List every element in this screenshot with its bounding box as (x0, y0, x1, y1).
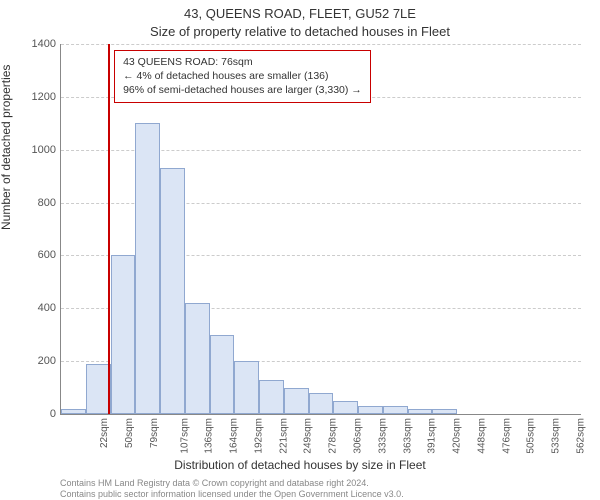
x-tick-label: 192sqm (254, 418, 265, 454)
histogram-bar (309, 393, 334, 414)
histogram-bar (432, 409, 457, 414)
x-tick-label: 533sqm (551, 418, 562, 454)
histogram-bar (234, 361, 259, 414)
property-marker-line (108, 44, 110, 414)
annotation-line3: 96% of semi-detached houses are larger (… (123, 83, 362, 97)
y-tick-label: 1000 (6, 144, 56, 156)
credits: Contains HM Land Registry data © Crown c… (60, 478, 404, 500)
chart-title-sub: Size of property relative to detached ho… (0, 24, 600, 39)
x-tick-label: 306sqm (353, 418, 364, 454)
plot-area: 43 QUEENS ROAD: 76sqm ← 4% of detached h… (60, 44, 581, 415)
y-tick-label: 1400 (6, 38, 56, 50)
x-tick-label: 420sqm (452, 418, 463, 454)
y-tick-label: 1200 (6, 91, 56, 103)
histogram-bar (358, 406, 383, 414)
x-tick-label: 79sqm (149, 418, 160, 448)
histogram-bar (284, 388, 309, 414)
x-tick-label: 363sqm (402, 418, 413, 454)
x-tick-label: 50sqm (124, 418, 135, 448)
x-tick-label: 505sqm (526, 418, 537, 454)
histogram-bar (185, 303, 210, 414)
credits-line2: Contains public sector information licen… (60, 489, 404, 500)
x-tick-label: 107sqm (179, 418, 190, 454)
y-tick-label: 400 (6, 302, 56, 314)
histogram-bar (160, 168, 185, 414)
y-tick-label: 800 (6, 197, 56, 209)
histogram-bar (259, 380, 284, 414)
x-tick-label: 562sqm (575, 418, 586, 454)
histogram-bar (86, 364, 111, 414)
annotation-box: 43 QUEENS ROAD: 76sqm ← 4% of detached h… (114, 50, 371, 103)
y-tick-label: 200 (6, 355, 56, 367)
credits-line1: Contains HM Land Registry data © Crown c… (60, 478, 404, 489)
x-tick-label: 333sqm (377, 418, 388, 454)
histogram-bar (333, 401, 358, 414)
x-tick-label: 391sqm (427, 418, 438, 454)
histogram-bar (408, 409, 433, 414)
x-tick-label: 136sqm (204, 418, 215, 454)
histogram-bar (210, 335, 235, 414)
histogram-bar (111, 255, 136, 414)
x-tick-label: 448sqm (476, 418, 487, 454)
chart-container: 43, QUEENS ROAD, FLEET, GU52 7LE Size of… (0, 0, 600, 500)
x-tick-label: 22sqm (99, 418, 110, 448)
x-tick-label: 249sqm (303, 418, 314, 454)
x-tick-label: 278sqm (328, 418, 339, 454)
annotation-line1: 43 QUEENS ROAD: 76sqm (123, 55, 362, 69)
x-axis-label: Distribution of detached houses by size … (0, 458, 600, 472)
histogram-bar (61, 409, 86, 414)
histogram-bar (135, 123, 160, 414)
x-tick-label: 476sqm (501, 418, 512, 454)
gridline (61, 44, 581, 45)
chart-title-address: 43, QUEENS ROAD, FLEET, GU52 7LE (0, 6, 600, 21)
x-tick-label: 164sqm (229, 418, 240, 454)
y-tick-label: 0 (6, 408, 56, 420)
histogram-bar (383, 406, 408, 414)
annotation-line2: ← 4% of detached houses are smaller (136… (123, 69, 362, 83)
y-tick-label: 600 (6, 249, 56, 261)
x-tick-label: 221sqm (278, 418, 289, 454)
